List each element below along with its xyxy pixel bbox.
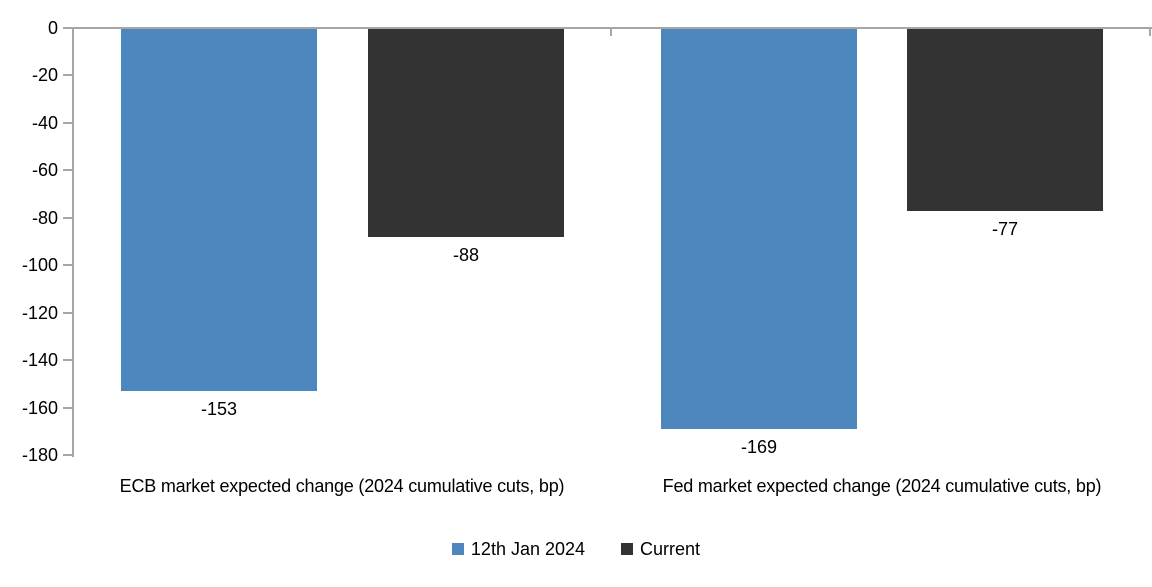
data-label-ecb-12th-jan-2024: -153 bbox=[200, 398, 238, 419]
category-label-ecb: ECB market expected change (2024 cumulat… bbox=[119, 476, 565, 496]
y-axis-tick-label: -120 bbox=[21, 302, 58, 323]
legend: 12th Jan 2024 Current bbox=[0, 538, 1152, 560]
legend-label-current: Current bbox=[640, 539, 701, 559]
y-axis-tick-label: -160 bbox=[21, 397, 58, 418]
legend-label-12th-jan-2024: 12th Jan 2024 bbox=[470, 539, 586, 559]
category-label-fed: Fed market expected change (2024 cumulat… bbox=[662, 476, 1102, 496]
y-axis-tick-label: -20 bbox=[31, 65, 58, 86]
y-axis-tick-label: -40 bbox=[31, 112, 58, 133]
y-axis-tick-mark bbox=[63, 454, 72, 456]
y-axis-line bbox=[72, 28, 74, 457]
legend-swatch-12th-jan-2024-icon bbox=[451, 543, 464, 555]
legend-item-current: Current bbox=[621, 538, 700, 560]
bar-ecb-12th-jan-2024 bbox=[121, 28, 317, 391]
legend-item-12th-jan-2024: 12th Jan 2024 bbox=[451, 538, 586, 560]
data-label-ecb-current: -88 bbox=[452, 244, 479, 265]
y-axis-tick-label: 0 bbox=[47, 18, 58, 38]
bar-fed-12th-jan-2024 bbox=[661, 28, 857, 429]
data-label-fed-12th-jan-2024: -169 bbox=[740, 436, 778, 457]
y-axis-tick-label: -80 bbox=[31, 207, 58, 228]
y-axis-tick-mark bbox=[63, 264, 72, 267]
x-axis-zero-line bbox=[72, 27, 1152, 29]
y-axis-tick-mark bbox=[63, 121, 72, 124]
y-axis-tick-label: -180 bbox=[21, 445, 58, 465]
bar-ecb-current bbox=[368, 28, 564, 237]
axis-end-tick bbox=[1149, 28, 1151, 36]
y-axis-tick-mark bbox=[63, 216, 72, 219]
y-axis-tick-mark bbox=[63, 74, 72, 77]
data-label-fed-current: -77 bbox=[991, 218, 1018, 239]
y-axis-tick-label: -140 bbox=[21, 350, 58, 371]
category-boundary-tick bbox=[610, 28, 612, 36]
y-axis-tick-mark bbox=[63, 311, 72, 314]
y-axis-tick-mark bbox=[63, 359, 72, 362]
y-axis-tick-mark bbox=[63, 406, 72, 409]
y-axis-tick-label: -60 bbox=[31, 160, 58, 181]
y-axis-tick-label: -100 bbox=[21, 255, 58, 276]
y-axis-tick-mark bbox=[63, 27, 72, 29]
legend-swatch-current-icon bbox=[621, 543, 634, 555]
bar-fed-current bbox=[907, 28, 1103, 211]
y-axis-tick-mark bbox=[63, 169, 72, 172]
